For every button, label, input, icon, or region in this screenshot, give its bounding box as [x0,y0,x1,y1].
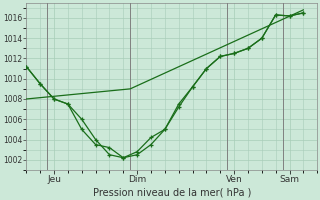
X-axis label: Pression niveau de la mer( hPa ): Pression niveau de la mer( hPa ) [92,187,251,197]
